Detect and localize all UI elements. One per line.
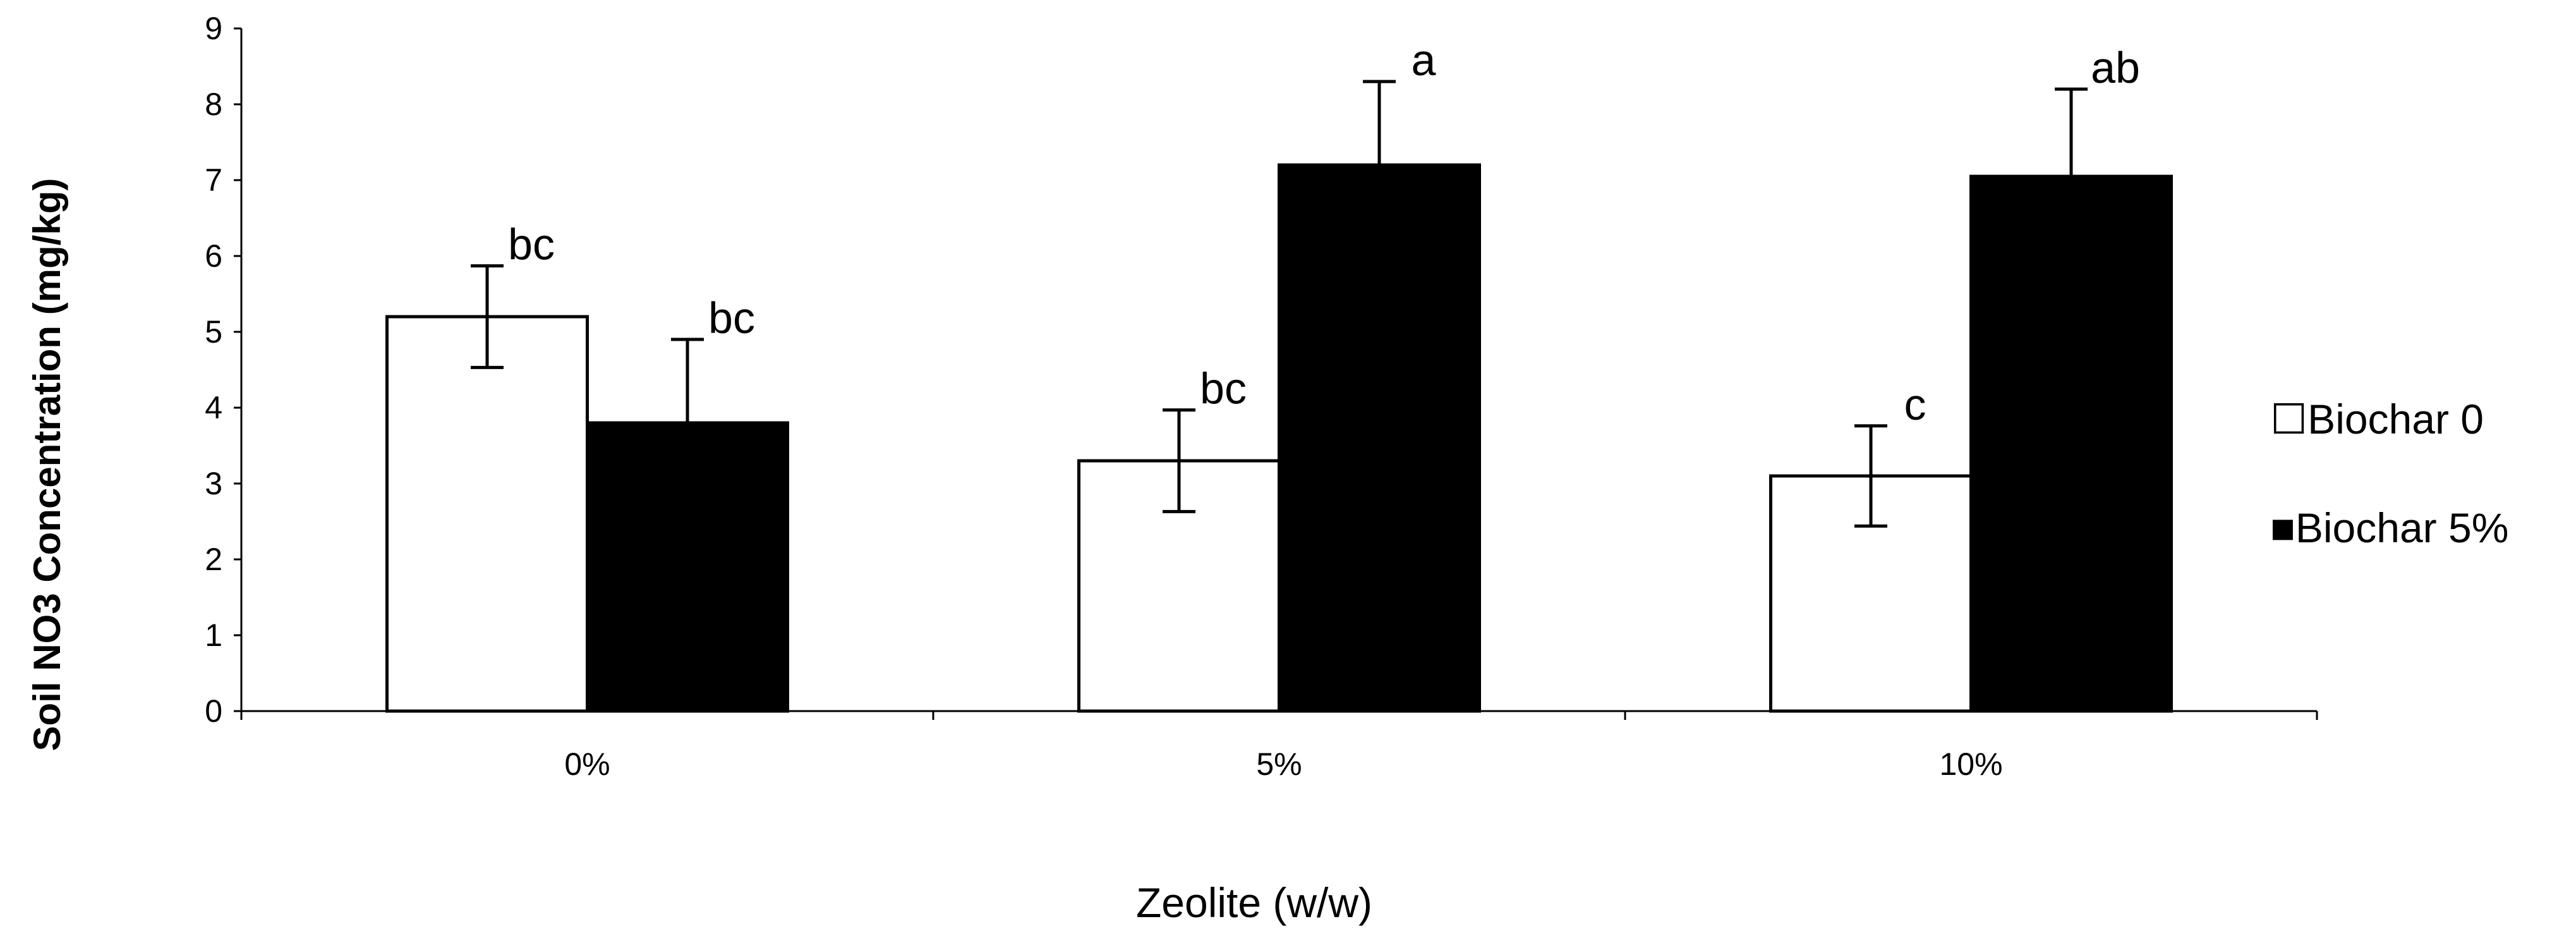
bar — [1969, 174, 2173, 713]
y-tick-label: 5 — [205, 314, 222, 350]
significance-label: ab — [2091, 43, 2140, 92]
x-category-label: 5% — [1256, 746, 1302, 782]
y-tick-label: 9 — [205, 11, 222, 46]
x-axis-title: Zeolite (w/w) — [1136, 879, 1372, 926]
x-category-label: 10% — [1939, 746, 2002, 782]
legend: ☐Biochar 0 ■Biochar 5% — [2270, 396, 2508, 551]
y-tick-label: 6 — [205, 238, 222, 274]
x-ticks: 0% 5% 10% — [240, 711, 2318, 782]
y-axis-title: Soil NO3 Concentration (mg/kg) — [26, 178, 68, 752]
y-tick-label: 1 — [205, 618, 222, 653]
bar — [385, 315, 589, 713]
error-bars — [471, 80, 2088, 528]
significance-label: bc — [708, 293, 755, 343]
significance-label: bc — [1200, 364, 1247, 413]
y-tick-label: 2 — [205, 542, 222, 577]
bar — [1278, 163, 1481, 713]
significance-labels: bc bc bc a c ab — [508, 35, 2140, 429]
significance-label: c — [1904, 380, 1926, 429]
y-ticks: 0 1 2 3 4 5 6 7 8 9 — [205, 11, 241, 729]
y-tick-label: 3 — [205, 466, 222, 501]
y-tick-label: 4 — [205, 390, 222, 425]
x-category-label: 0% — [564, 746, 610, 782]
significance-label: bc — [508, 220, 555, 269]
bars — [385, 163, 2173, 713]
significance-label: a — [1412, 35, 1436, 85]
legend-label-biochar-0: ☐Biochar 0 — [2270, 396, 2484, 442]
y-tick-label: 8 — [205, 87, 222, 122]
y-tick-label: 7 — [205, 162, 222, 198]
legend-label-biochar-5: ■Biochar 5% — [2270, 504, 2508, 551]
y-tick-label: 0 — [205, 693, 222, 729]
bar — [586, 421, 789, 713]
